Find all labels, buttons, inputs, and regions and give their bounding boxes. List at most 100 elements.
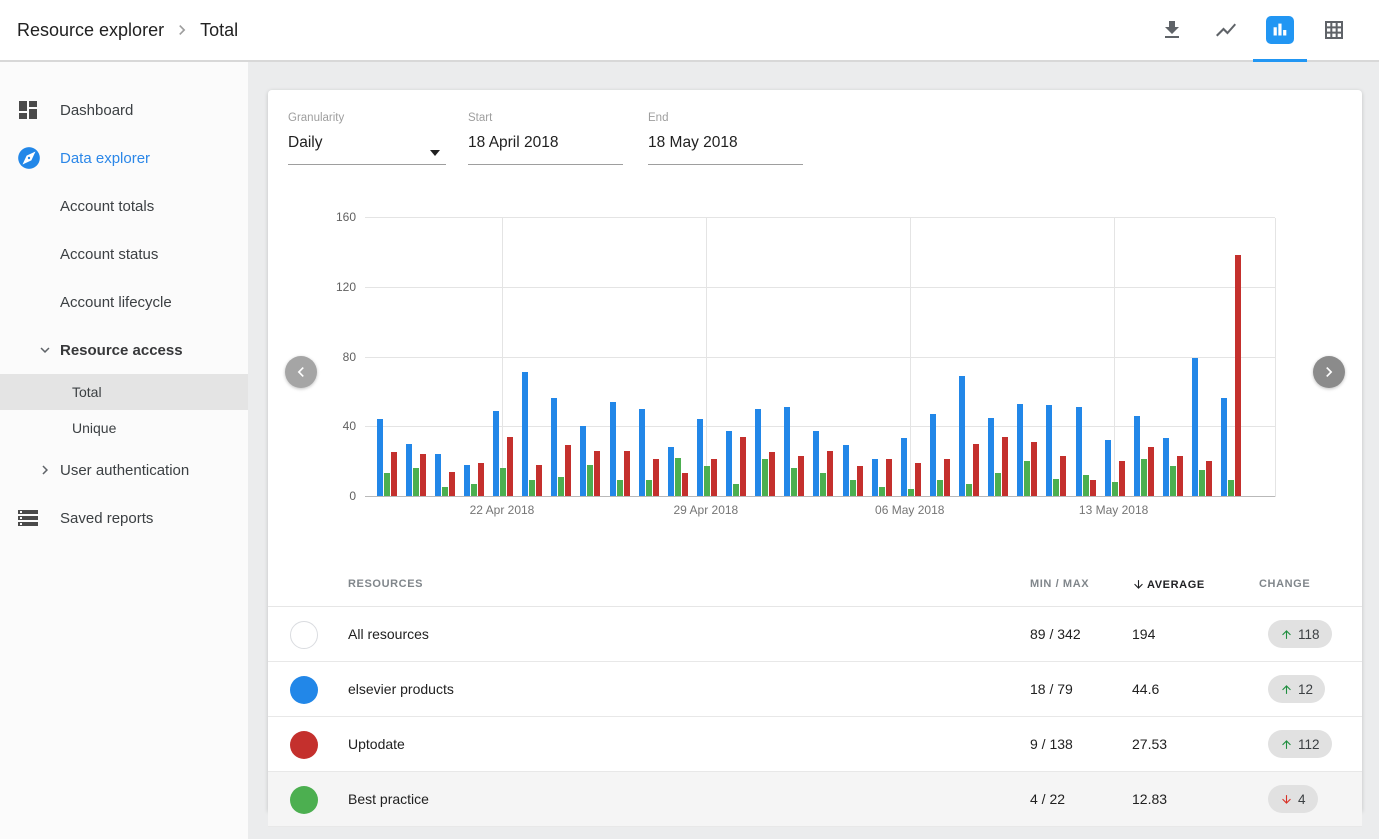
bar-uptodate (652, 459, 659, 496)
bar-uptodate (419, 454, 426, 496)
series-toggle-swatch[interactable] (290, 620, 318, 649)
average-value: 12.83 (1132, 791, 1168, 807)
content-area: Granularity Daily Start 18 April 2018 En… (248, 62, 1379, 839)
series-toggle-swatch[interactable] (290, 730, 318, 759)
gridline-y-120 (365, 286, 1275, 288)
bar-elsevier-products (1221, 398, 1228, 496)
change-badge: 4 (1268, 785, 1318, 813)
bar-best-practice (703, 466, 710, 496)
min-max-value: 89 / 342 (1030, 626, 1081, 642)
end-date-field[interactable]: End 18 May 2018 (648, 112, 803, 165)
line-chart-view-button[interactable] (1206, 10, 1246, 50)
bar-elsevier-products (1075, 407, 1082, 496)
bar-chart-view-button[interactable] (1260, 10, 1300, 50)
sidebar-item-label: Total (72, 384, 102, 400)
bar-chart-icon (1266, 16, 1294, 44)
bar-uptodate (973, 443, 979, 496)
table-row-uptodate[interactable]: Uptodate 9 / 138 27.53 112 (268, 717, 1362, 772)
column-resources[interactable]: RESOURCES (348, 578, 424, 590)
bar-uptodate (1118, 461, 1125, 496)
arrow-down-icon (1280, 793, 1293, 806)
filter-bar: Granularity Daily Start 18 April 2018 En… (268, 90, 1362, 190)
average-value: 44.6 (1132, 681, 1160, 697)
bar-elsevier-products (376, 419, 383, 496)
bar-elsevier-products (1162, 438, 1169, 496)
bar-uptodate (827, 450, 834, 496)
bar-best-practice (616, 480, 623, 496)
sidebar-item-label: Dashboard (60, 101, 134, 119)
chevron-left-icon (291, 362, 311, 382)
bar-uptodate (798, 455, 805, 496)
series-toggle-swatch[interactable] (290, 675, 318, 704)
sidebar-item-account-totals[interactable]: Account totals (0, 182, 248, 230)
table-grid-icon (1322, 18, 1346, 42)
y-axis-tick: 160 (335, 210, 356, 224)
bar-best-practice (966, 483, 972, 496)
sidebar-item-account-lifecycle[interactable]: Account lifecycle (0, 278, 248, 326)
chart-y-axis: 0 40 80 120 160 (268, 210, 356, 503)
table-row-best-practice[interactable]: Best practice 4 / 22 12.83 4 (268, 772, 1362, 827)
bar-uptodate (594, 450, 601, 496)
bar-elsevier-products (988, 417, 995, 496)
breadcrumb: Resource explorer Total (0, 20, 238, 41)
scroll-right-button[interactable] (1313, 356, 1345, 388)
bar-best-practice (558, 476, 565, 496)
sidebar-item-label: User authentication (60, 461, 190, 479)
download-button[interactable] (1152, 10, 1192, 50)
sidebar: Dashboard Data explorer Account totals Acco… (0, 62, 248, 839)
storage-icon (16, 506, 40, 530)
y-axis-tick: 0 (349, 489, 356, 503)
bar-best-practice (907, 489, 914, 496)
bar-uptodate (1089, 480, 1096, 496)
start-date-value: 18 April 2018 (468, 134, 623, 165)
table-row-elsevier-products[interactable]: elsevier products 18 / 79 44.6 12 (268, 662, 1362, 717)
explore-icon (16, 145, 42, 171)
dropdown-caret-icon (430, 150, 440, 156)
gridline-x (909, 218, 911, 497)
bar-best-practice (529, 480, 536, 496)
column-average[interactable]: AVERAGE (1132, 578, 1205, 591)
table-row-all-resources[interactable]: All resources 89 / 342 194 118 (268, 607, 1362, 662)
column-minmax[interactable]: MIN / MAX (1030, 578, 1090, 590)
chart-section: 0 40 80 120 160 22 Apr 2018 29 Apr 2018 06 May… (268, 190, 1362, 560)
sidebar-item-dashboard[interactable]: Dashboard (0, 86, 248, 134)
bar-best-practice (878, 487, 885, 496)
sidebar-item-data-explorer[interactable]: Data explorer (0, 134, 248, 182)
min-max-value: 4 / 22 (1030, 791, 1066, 807)
sidebar-item-label: Saved reports (60, 509, 154, 527)
bar-elsevier-products (755, 408, 762, 496)
bar-elsevier-products (1104, 440, 1111, 496)
sidebar-item-total[interactable]: Total (0, 374, 248, 410)
gridline-y-160 (365, 217, 1275, 218)
average-value: 27.53 (1132, 736, 1168, 752)
column-change[interactable]: CHANGE (1259, 578, 1311, 590)
arrow-up-icon (1280, 738, 1293, 751)
bar-uptodate (1147, 447, 1154, 496)
chevron-down-icon (36, 341, 54, 359)
bar-uptodate (1031, 441, 1038, 496)
bar-elsevier-products (1192, 358, 1198, 496)
start-date-field[interactable]: Start 18 April 2018 (468, 112, 623, 165)
granularity-select[interactable]: Granularity Daily (288, 112, 446, 165)
end-date-label: End (648, 112, 669, 124)
breadcrumb-root[interactable]: Resource explorer (17, 19, 165, 40)
series-toggle-swatch[interactable] (290, 785, 318, 814)
bar-elsevier-products (434, 454, 441, 496)
bar-uptodate (1060, 455, 1067, 496)
sidebar-item-unique[interactable]: Unique (0, 410, 248, 446)
gridline-x (1113, 218, 1115, 497)
bar-uptodate (448, 471, 455, 496)
start-date-label: Start (468, 112, 493, 124)
sidebar-item-user-authentication[interactable]: User authentication (0, 446, 248, 494)
sidebar-item-saved-reports[interactable]: Saved reports (0, 494, 248, 542)
resource-name: All resources (348, 626, 429, 642)
change-badge: 118 (1268, 620, 1332, 648)
top-bar: Resource explorer Total (0, 0, 1379, 62)
scroll-left-button[interactable] (285, 356, 317, 388)
sidebar-item-resource-access[interactable]: Resource access (0, 326, 248, 374)
active-view-underline (1253, 59, 1307, 62)
sidebar-item-account-status[interactable]: Account status (0, 230, 248, 278)
bar-elsevier-products (609, 401, 616, 496)
table-view-button[interactable] (1314, 10, 1354, 50)
table-header: RESOURCES MIN / MAX AVERAGE CHANGE (268, 560, 1362, 607)
